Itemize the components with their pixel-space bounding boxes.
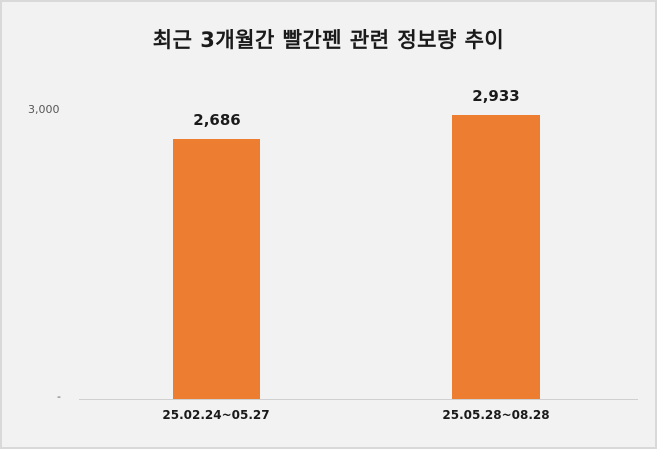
bar-value-label: 2,933 [472,87,520,105]
bar-period-2 [452,115,540,399]
x-axis-line [79,399,638,400]
chart-title: 최근 3개월간 빨간펜 관련 정보량 추이 [152,28,505,52]
y-tick-zero: - [57,390,61,403]
x-category-label: 25.05.28~08.28 [442,408,550,422]
bar-period-1 [173,139,260,399]
bar-value-label: 2,686 [193,111,241,129]
y-tick-3000: 3,000 [28,103,60,116]
x-category-label: 25.02.24~05.27 [162,408,270,422]
